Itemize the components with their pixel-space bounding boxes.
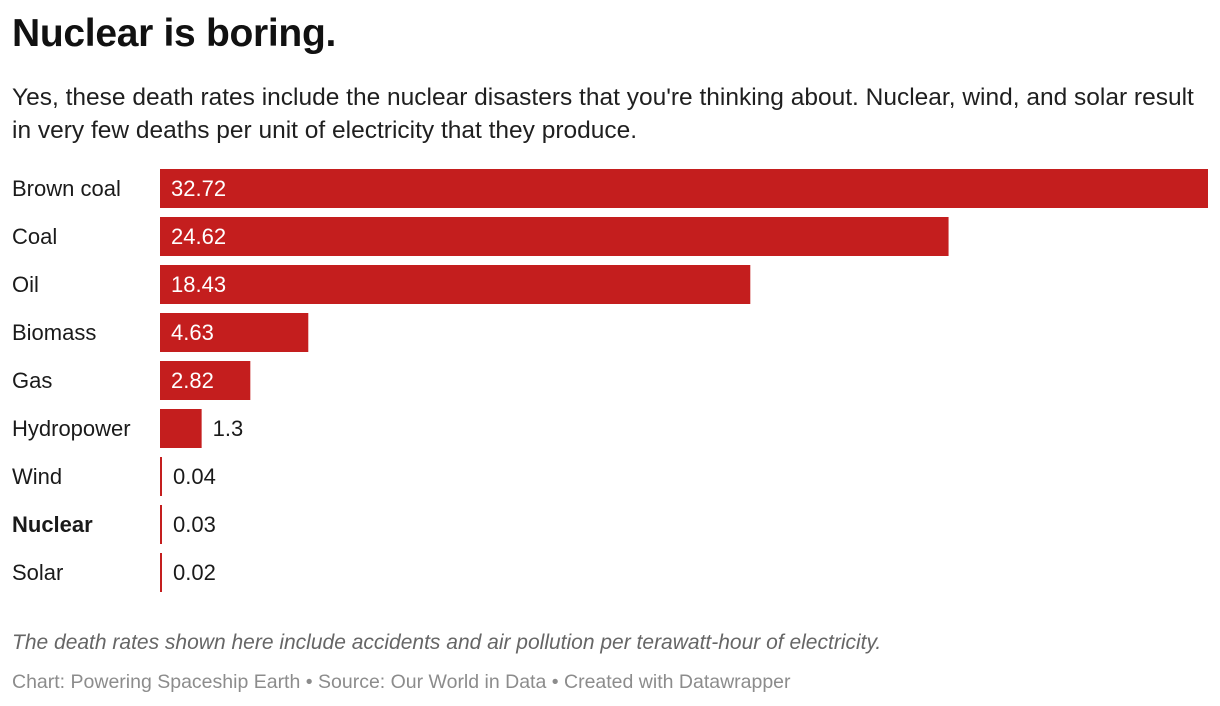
- category-label: Solar: [12, 560, 63, 585]
- bar: [160, 553, 162, 592]
- footer-chart-credit: Chart: Powering Spaceship Earth: [12, 671, 301, 693]
- category-label: Nuclear: [12, 512, 93, 537]
- value-label: 0.03: [173, 512, 216, 537]
- bar: [160, 313, 309, 352]
- footer-separator: •: [551, 671, 559, 693]
- bar: [160, 409, 202, 448]
- value-label: 24.62: [171, 224, 226, 249]
- chart-footer: Chart: Powering Spaceship Earth • Source…: [12, 671, 791, 694]
- footer-source: Source: Our World in Data: [318, 671, 547, 693]
- value-label: 4.63: [171, 320, 214, 345]
- category-label: Wind: [12, 464, 62, 489]
- category-label: Brown coal: [12, 176, 121, 201]
- footer-separator: •: [305, 671, 313, 693]
- value-label: 0.04: [173, 464, 216, 489]
- value-label: 32.72: [171, 176, 226, 201]
- category-label: Coal: [12, 224, 57, 249]
- bar-chart: Brown coal 32.72 Coal 24.62 Oil 18.43 Biomass 4…: [12, 169, 1208, 592]
- category-label: Oil: [12, 272, 39, 297]
- value-label: 0.02: [173, 560, 216, 585]
- bar: [160, 457, 162, 496]
- value-label: 1.3: [213, 416, 244, 441]
- bar: [160, 361, 251, 400]
- bar: [160, 505, 162, 544]
- chart-subtitle: Yes, these death rates include the nucle…: [12, 84, 1194, 144]
- bar: [160, 265, 751, 304]
- chart-note: The death rates shown here include accid…: [12, 631, 882, 654]
- bar: [160, 217, 949, 256]
- footer-tool: Created with Datawrapper: [564, 671, 791, 693]
- chart-title: Nuclear is boring.: [12, 12, 337, 55]
- category-label: Biomass: [12, 320, 96, 345]
- value-label: 2.82: [171, 368, 214, 393]
- category-label: Hydropower: [12, 416, 131, 441]
- category-label: Gas: [12, 368, 52, 393]
- bar: [160, 169, 1208, 208]
- value-label: 18.43: [171, 272, 226, 297]
